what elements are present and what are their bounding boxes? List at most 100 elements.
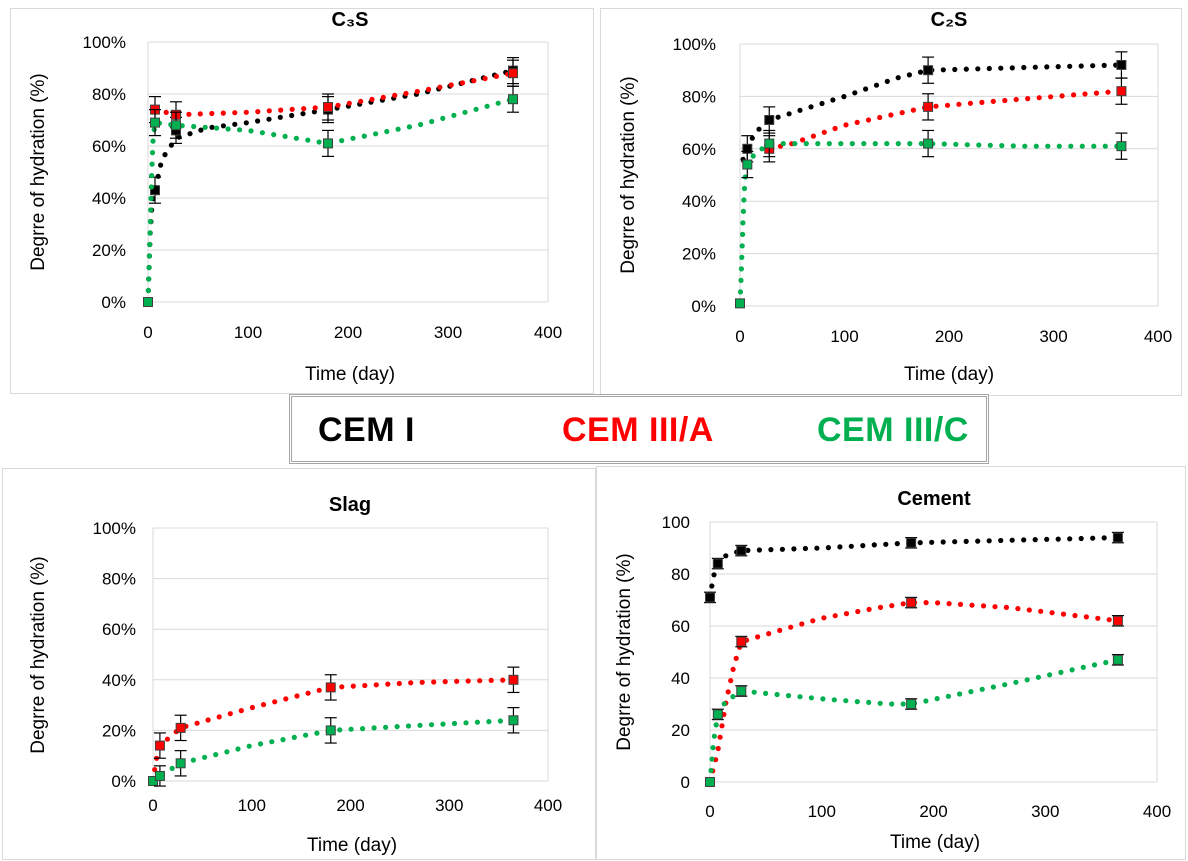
c3s-title: C₃S	[331, 9, 368, 31]
c3s-trend-dot-cem-iii-c	[451, 112, 457, 118]
c3s-data-point-cem-iii-c	[508, 94, 518, 105]
cement-trend-dot-cem-iii-a	[719, 723, 725, 729]
cement-y-tick-label: 40	[671, 669, 690, 688]
c3s-trend-dot-cem-iii-c	[191, 123, 197, 130]
slag-trend-dot-cem-iii-c	[280, 737, 286, 743]
c3s-trend-dot-cem-iii-a	[380, 94, 386, 100]
cement-trend-dot-cem-iii-a	[715, 745, 721, 752]
c3s-trend-dot-cem-iii-a	[482, 75, 488, 82]
cement-trend-dot-cem-iii-a	[877, 604, 884, 611]
cement-trend-dot-cem-iii-c	[968, 689, 974, 695]
cement-trend-dot-cem-iii-c	[713, 722, 719, 728]
c3s-trend-dot-cem-iii-c	[148, 184, 154, 190]
cement-trend-dot-cem-i	[1090, 535, 1096, 541]
c2s-trend-dot-cem-iii-a	[933, 103, 939, 109]
cement-data-point-cem-iii-a	[736, 636, 747, 647]
c2s-trend-dot-cem-iii-c	[1091, 143, 1097, 149]
c3s-trend-dot-cem-iii-c	[271, 132, 277, 138]
slag-trend-dot-cem-iii-c	[348, 726, 354, 732]
c2s-y-tick-label: 40%	[682, 192, 716, 211]
cement-trend-dot-cem-iii-c	[1069, 667, 1075, 673]
c3s-trend-dot-cem-i	[243, 120, 249, 126]
slag-y-tick-label: 80%	[102, 570, 136, 589]
cement-trend-dot-cem-i	[802, 545, 809, 552]
c3s-x-tick-label: 400	[534, 323, 562, 342]
c2s-trend-dot-cem-iii-a	[800, 137, 806, 143]
c2s-trend-dot-cem-iii-c	[750, 153, 756, 159]
slag-trend-dot-cem-iii-c	[474, 719, 480, 725]
c3s-x-tick-label: 100	[234, 323, 262, 342]
cement-trend-dot-cem-i	[825, 545, 832, 551]
c2s-trend-dot-cem-iii-a	[1071, 92, 1077, 98]
c3s-trend-dot-cem-iii-c	[361, 133, 367, 139]
c2s-trend-dot-cem-iii-c	[964, 142, 970, 148]
slag-trend-dot-cem-iii-c	[224, 749, 230, 755]
c3s-trend-dot-cem-iii-a	[392, 92, 398, 98]
slag-trend-dot-cem-iii-c	[497, 718, 503, 724]
cement-trend-dot-cem-iii-a	[717, 734, 723, 740]
c3s-trend-dot-cem-iii-a	[358, 98, 364, 104]
cement-trend-dot-cem-iii-a	[730, 666, 736, 673]
cement-trend-dot-cem-i	[860, 543, 866, 549]
c3s-trend-dot-cem-iii-c	[146, 276, 152, 282]
cement-trend-dot-cem-iii-a	[1060, 611, 1067, 617]
cement-trend-dot-cem-iii-c	[1058, 669, 1064, 676]
cement-trend-dot-cem-i	[756, 547, 763, 553]
c2s-x-tick-label: 300	[1039, 327, 1067, 346]
c3s-data-point-cem-iii-a	[323, 102, 333, 112]
slag-trend-dot-cem-iii-a	[164, 736, 170, 742]
c2s-trend-dot-cem-iii-c	[976, 142, 982, 148]
cement-trend-dot-cem-iii-a	[1106, 617, 1112, 623]
c2s-trend-dot-cem-iii-c	[1022, 143, 1028, 149]
panel-frame-cement	[596, 466, 1186, 860]
slag-data-point-cem-iii-c	[325, 725, 336, 736]
slag-data-point-cem-iii-c	[154, 770, 165, 781]
cement-y-axis-label: Degrre of hydration (%)	[614, 553, 635, 750]
c3s-trend-dot-cem-iii-c	[495, 100, 501, 106]
c2s-trend-dot-cem-iii-c	[803, 141, 809, 147]
c2s-trend-dot-cem-iii-a	[854, 119, 860, 125]
cement-trend-dot-cem-i	[848, 543, 854, 549]
slag-trend-dot-cem-iii-a	[194, 720, 200, 726]
cement-trend-dot-cem-i	[1032, 537, 1038, 543]
slag-trend-dot-cem-iii-a	[316, 687, 322, 693]
c2s-trend-dot-cem-i	[1009, 65, 1015, 71]
cement-x-tick-label: 0	[705, 802, 714, 821]
cement-trend-dot-cem-iii-a	[855, 608, 861, 615]
cement-trend-dot-cem-iii-c	[843, 698, 849, 704]
c2s-trend-dot-cem-iii-a	[1093, 90, 1100, 96]
cement-trend-dot-cem-iii-c	[957, 691, 963, 697]
cement-trend-dot-cem-iii-a	[766, 631, 772, 637]
c2s-trend-dot-cem-iii-c	[918, 141, 924, 147]
cement-trend-dot-cem-iii-c	[979, 686, 985, 692]
c2s-trend-dot-cem-iii-c	[739, 254, 745, 260]
c2s-trend-dot-cem-iii-a	[899, 110, 905, 116]
cement-x-tick-label: 100	[808, 802, 836, 821]
c2s-trend-dot-cem-iii-c	[759, 146, 765, 152]
c3s-trend-dot-cem-iii-c	[339, 138, 345, 144]
c2s-trend-dot-cem-iii-a	[910, 107, 917, 113]
cement-trend-dot-cem-i	[894, 541, 900, 547]
cement-y-tick-label: 0	[681, 773, 690, 792]
c3s-trend-dot-cem-i	[311, 109, 317, 115]
slag-trend-dot-cem-iii-a	[205, 717, 211, 723]
cement-trend-dot-cem-iii-a	[799, 621, 805, 627]
cement-trend-dot-cem-iii-a	[733, 655, 739, 662]
slag-y-tick-label: 100%	[93, 519, 136, 538]
c2s-trend-dot-cem-iii-a	[1048, 94, 1054, 100]
c3s-x-tick-label: 300	[434, 323, 462, 342]
c3s-y-tick-label: 60%	[92, 137, 126, 156]
c3s-trend-dot-cem-i	[158, 162, 164, 168]
c3s-trend-dot-cem-iii-a	[232, 110, 238, 116]
c3s-trend-dot-cem-iii-a	[255, 109, 261, 115]
c3s-trend-dot-cem-iii-c	[484, 103, 490, 109]
cement-trend-dot-cem-i	[975, 538, 981, 544]
c2s-x-tick-label: 400	[1144, 327, 1172, 346]
c2s-trend-dot-cem-iii-c	[872, 141, 878, 147]
c3s-data-point-cem-iii-a	[508, 68, 518, 79]
cement-trend-dot-cem-iii-c	[708, 767, 714, 774]
c3s-x-tick-label: 0	[143, 323, 152, 342]
c3s-y-tick-label: 0%	[101, 293, 126, 312]
cement-trend-dot-cem-i	[1078, 535, 1084, 542]
cement-trend-dot-cem-iii-c	[711, 733, 718, 739]
